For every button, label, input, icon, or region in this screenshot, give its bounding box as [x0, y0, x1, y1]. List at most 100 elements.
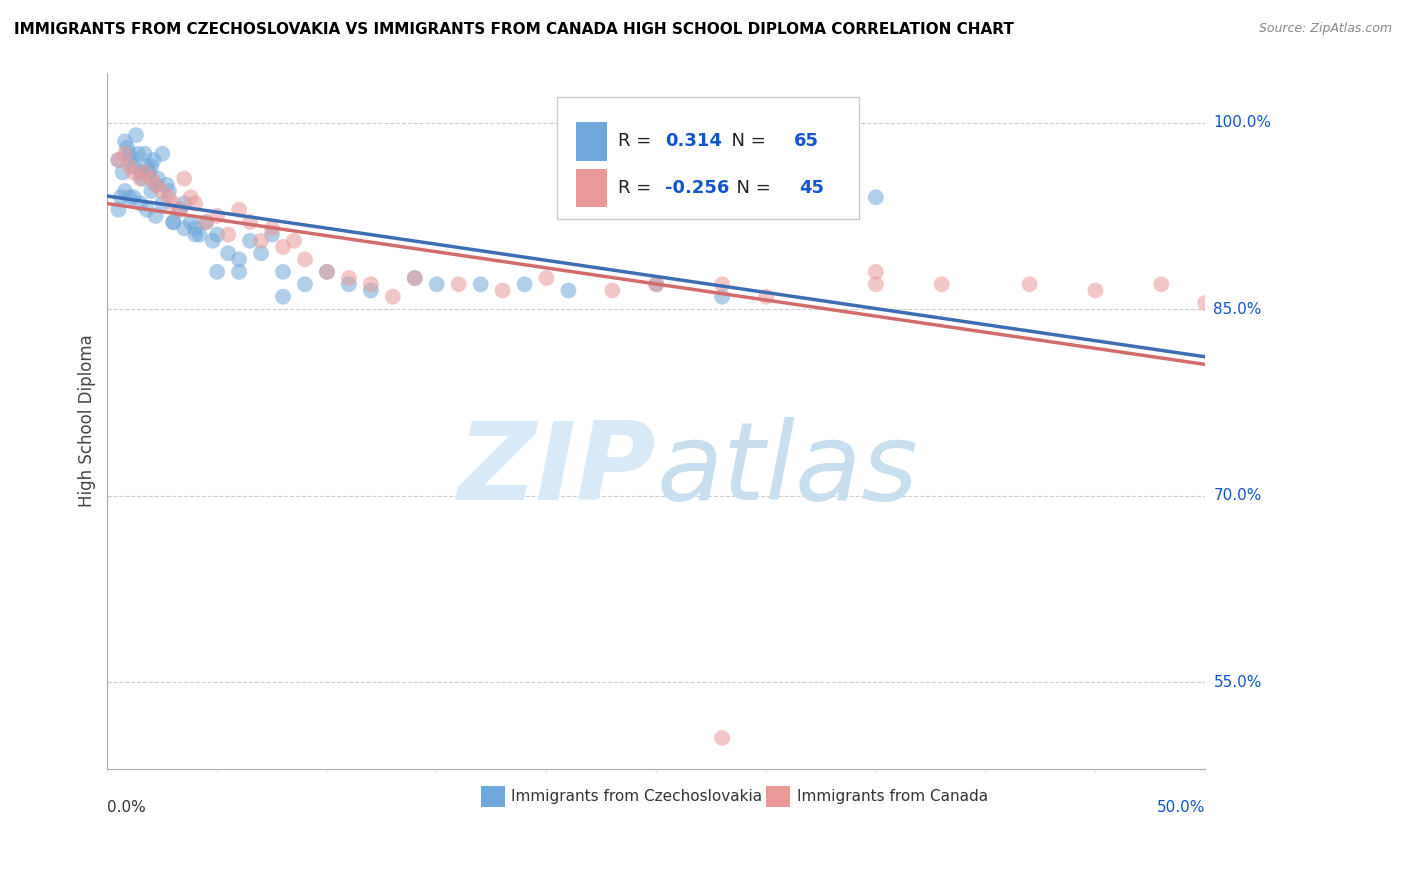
Text: 45: 45 — [799, 178, 824, 197]
Point — [127, 146, 149, 161]
Point — [865, 277, 887, 292]
Text: ZIP: ZIP — [458, 417, 657, 523]
Point — [404, 271, 426, 285]
Point — [201, 234, 224, 248]
Point — [513, 277, 536, 292]
Point — [114, 146, 136, 161]
Point — [865, 190, 887, 204]
Text: IMMIGRANTS FROM CZECHOSLOVAKIA VS IMMIGRANTS FROM CANADA HIGH SCHOOL DIPLOMA COR: IMMIGRANTS FROM CZECHOSLOVAKIA VS IMMIGR… — [14, 22, 1014, 37]
Point — [294, 277, 316, 292]
Point — [337, 271, 360, 285]
Point — [228, 265, 250, 279]
Bar — [576, 169, 607, 207]
Point — [711, 731, 734, 745]
Point — [169, 202, 191, 217]
Text: 55.0%: 55.0% — [1213, 674, 1261, 690]
Point — [602, 284, 624, 298]
Point — [142, 153, 165, 167]
FancyBboxPatch shape — [557, 97, 859, 219]
Point — [118, 190, 141, 204]
Point — [145, 178, 167, 192]
Point — [821, 178, 844, 192]
Point — [135, 159, 157, 173]
Point — [1194, 296, 1216, 310]
Point — [360, 277, 382, 292]
Text: 0.0%: 0.0% — [107, 799, 146, 814]
Point — [122, 159, 145, 173]
Text: 100.0%: 100.0% — [1213, 115, 1271, 130]
Point — [107, 202, 129, 217]
Point — [260, 227, 283, 242]
Point — [755, 290, 778, 304]
Point — [645, 277, 668, 292]
Text: Immigrants from Canada: Immigrants from Canada — [797, 789, 988, 805]
Text: 65: 65 — [793, 132, 818, 150]
Point — [114, 134, 136, 148]
Point — [250, 234, 273, 248]
Point — [131, 171, 153, 186]
Point — [557, 284, 579, 298]
Point — [217, 227, 239, 242]
Point — [169, 202, 191, 217]
Point — [381, 290, 404, 304]
Point — [173, 171, 195, 186]
Text: Source: ZipAtlas.com: Source: ZipAtlas.com — [1258, 22, 1392, 36]
Point — [931, 277, 953, 292]
Point — [1084, 284, 1107, 298]
Point — [114, 184, 136, 198]
Point — [145, 178, 167, 192]
Point — [337, 277, 360, 292]
Point — [118, 146, 141, 161]
Point — [157, 190, 180, 204]
Point — [125, 128, 148, 142]
Point — [122, 165, 145, 179]
Point — [162, 215, 184, 229]
Text: 0.314: 0.314 — [665, 132, 721, 150]
Point — [180, 190, 202, 204]
Point — [239, 215, 262, 229]
Point — [150, 146, 173, 161]
Point — [162, 215, 184, 229]
Point — [711, 290, 734, 304]
Text: atlas: atlas — [657, 417, 918, 522]
Point — [173, 221, 195, 235]
Point — [195, 215, 218, 229]
Point — [491, 284, 513, 298]
Point — [134, 165, 156, 179]
Point — [271, 240, 294, 254]
Point — [360, 284, 382, 298]
Point — [195, 215, 218, 229]
Text: 50.0%: 50.0% — [1157, 799, 1205, 814]
Text: 85.0%: 85.0% — [1213, 301, 1261, 317]
Point — [260, 221, 283, 235]
Point — [146, 171, 169, 186]
Point — [205, 209, 228, 223]
Point — [141, 159, 163, 173]
Y-axis label: High School Diploma: High School Diploma — [79, 334, 96, 508]
Point — [115, 140, 138, 154]
Bar — [576, 122, 607, 161]
Point — [426, 277, 449, 292]
Bar — [481, 787, 505, 807]
Point — [156, 178, 179, 192]
Point — [239, 234, 262, 248]
Point — [118, 159, 141, 173]
Point — [110, 190, 132, 204]
Bar — [766, 787, 790, 807]
Point — [271, 265, 294, 279]
Point — [138, 165, 160, 179]
Text: R =: R = — [617, 132, 657, 150]
Point — [135, 202, 157, 217]
Point — [145, 209, 167, 223]
Point — [536, 271, 558, 285]
Point — [122, 190, 145, 204]
Point — [217, 246, 239, 260]
Point — [294, 252, 316, 267]
Point — [184, 196, 207, 211]
Point — [141, 171, 163, 186]
Point — [645, 277, 668, 292]
Point — [157, 184, 180, 198]
Point — [271, 290, 294, 304]
Point — [184, 227, 207, 242]
Point — [470, 277, 492, 292]
